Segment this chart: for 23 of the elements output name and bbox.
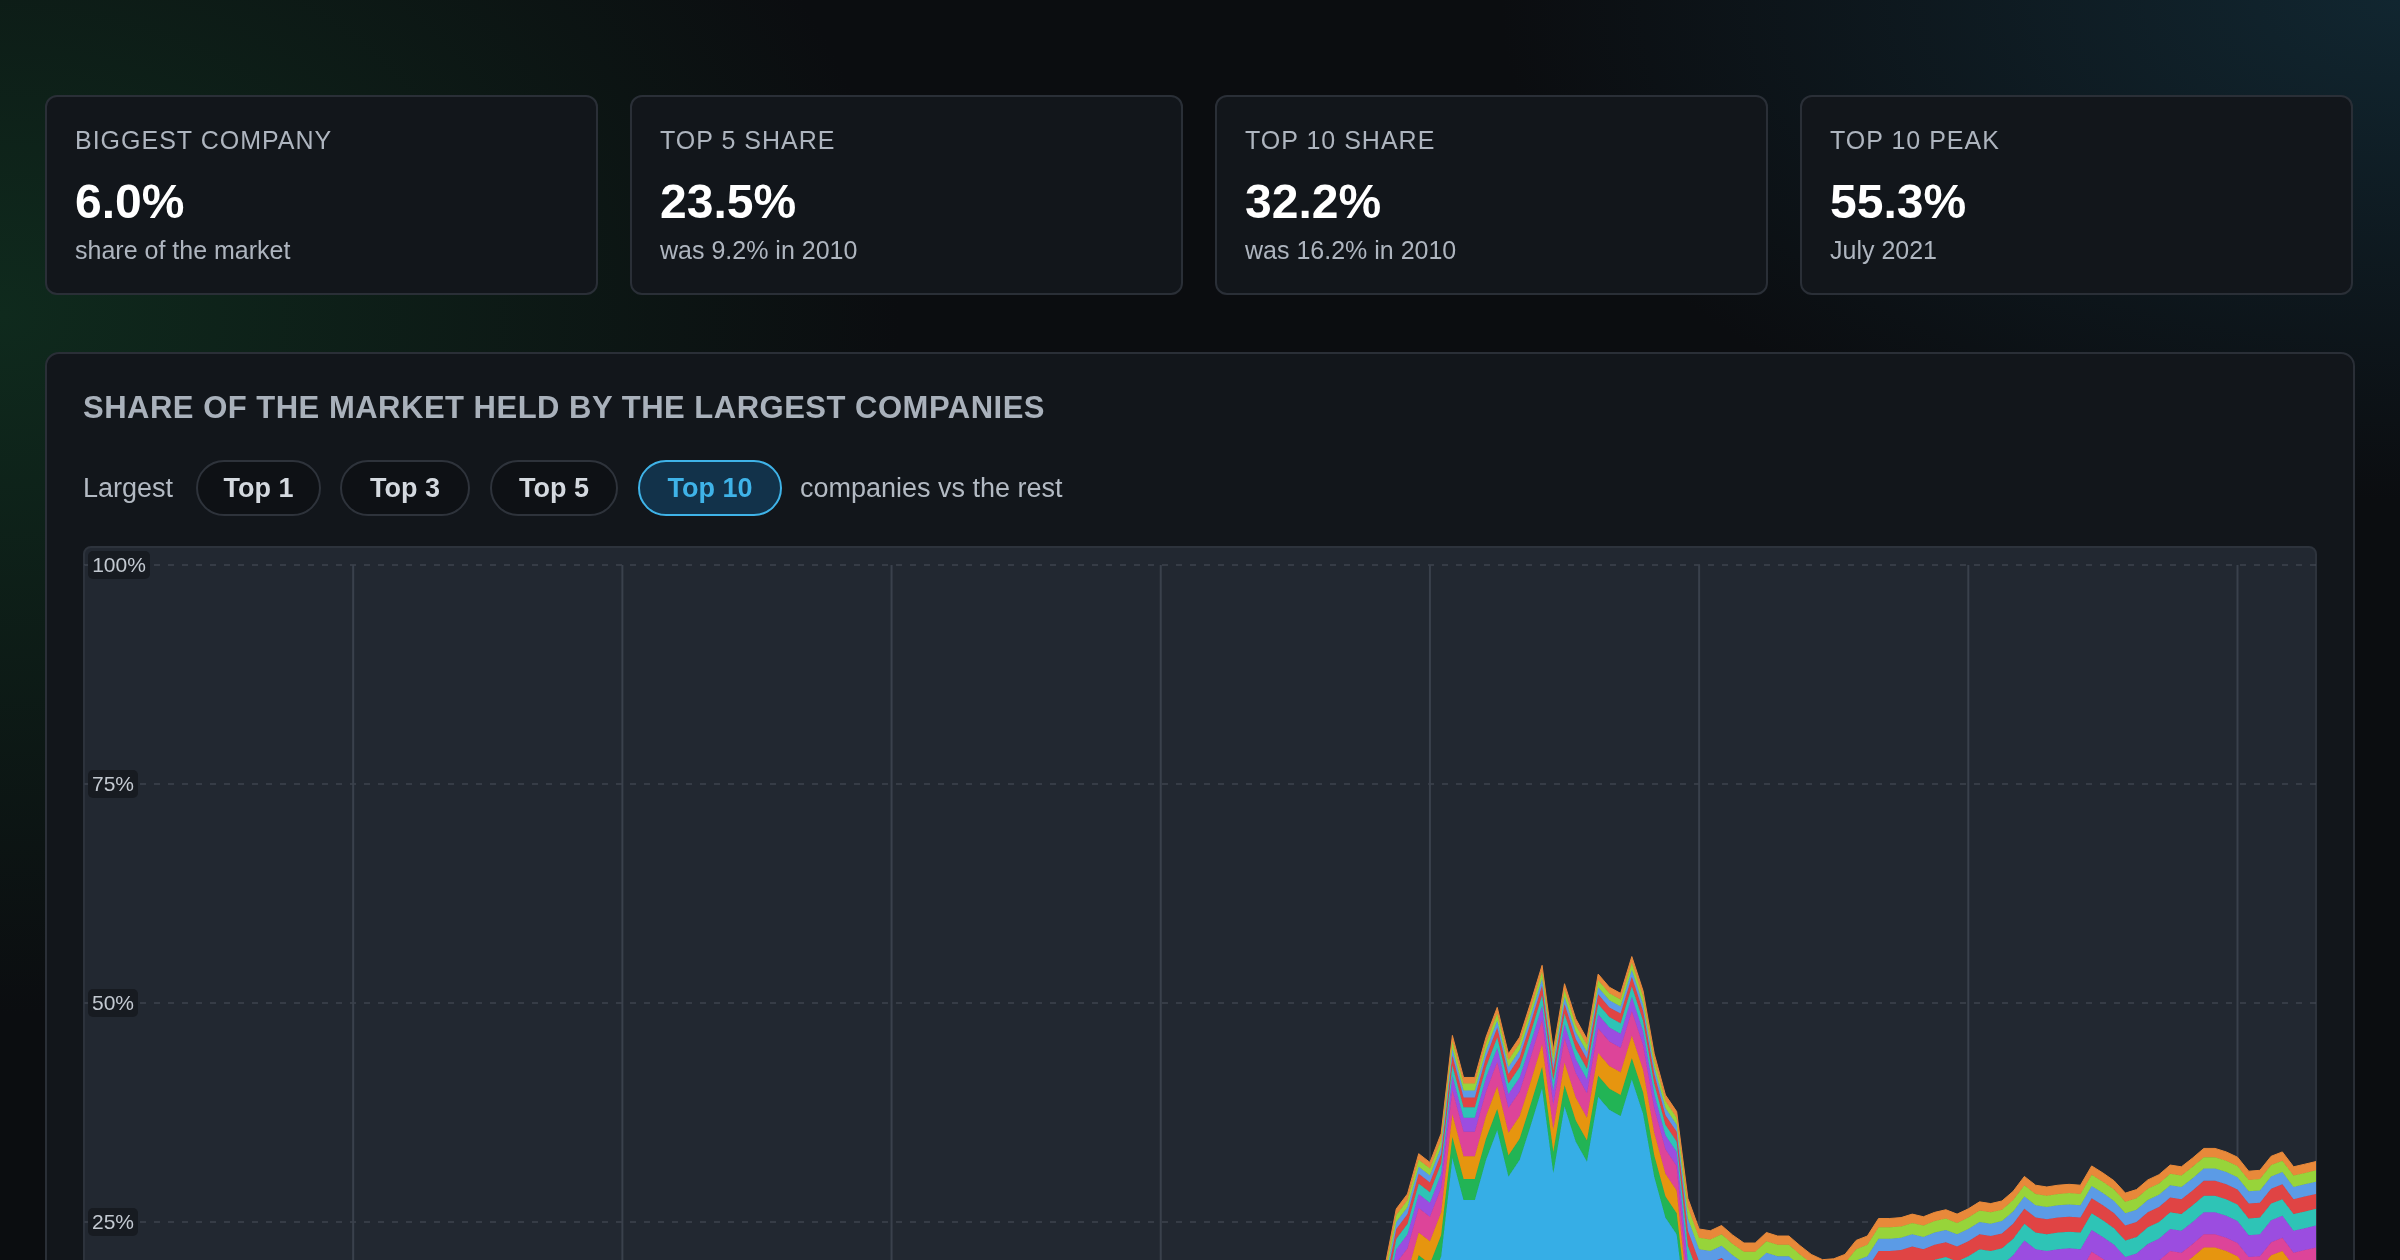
text: was 9.2% in 2010 — [660, 236, 858, 265]
toggle-button: Top 5 — [490, 460, 618, 516]
text: 32.2% — [1245, 174, 1382, 229]
text: TOP 10 SHARE — [1245, 126, 1436, 155]
text: share of the market — [75, 236, 291, 265]
y-tick-label: 75% — [91, 772, 135, 796]
text: Largest — [83, 473, 174, 504]
toggle-button: Top 3 — [340, 460, 470, 516]
text: 23.5% — [660, 174, 797, 229]
text: BIGGEST COMPANY — [75, 126, 333, 155]
text: TOP 5 SHARE — [660, 126, 836, 155]
text: 55.3% — [1830, 174, 1967, 229]
y-tick-label: 50% — [91, 991, 135, 1015]
text: 6.0% — [75, 174, 185, 229]
text: companies vs the rest — [800, 473, 1063, 504]
text: July 2021 — [1830, 236, 1938, 265]
text: TOP 10 PEAK — [1830, 126, 2000, 155]
y-tick-label: 100% — [92, 553, 146, 577]
toggle-button: Top 1 — [196, 460, 321, 516]
toggle-button: Top 10 — [638, 460, 782, 516]
chart-title: SHARE OF THE MARKET HELD BY THE LARGEST COMPANIES — [83, 390, 1046, 426]
text: was 16.2% in 2010 — [1245, 236, 1457, 265]
y-tick-label: 25% — [91, 1210, 135, 1234]
